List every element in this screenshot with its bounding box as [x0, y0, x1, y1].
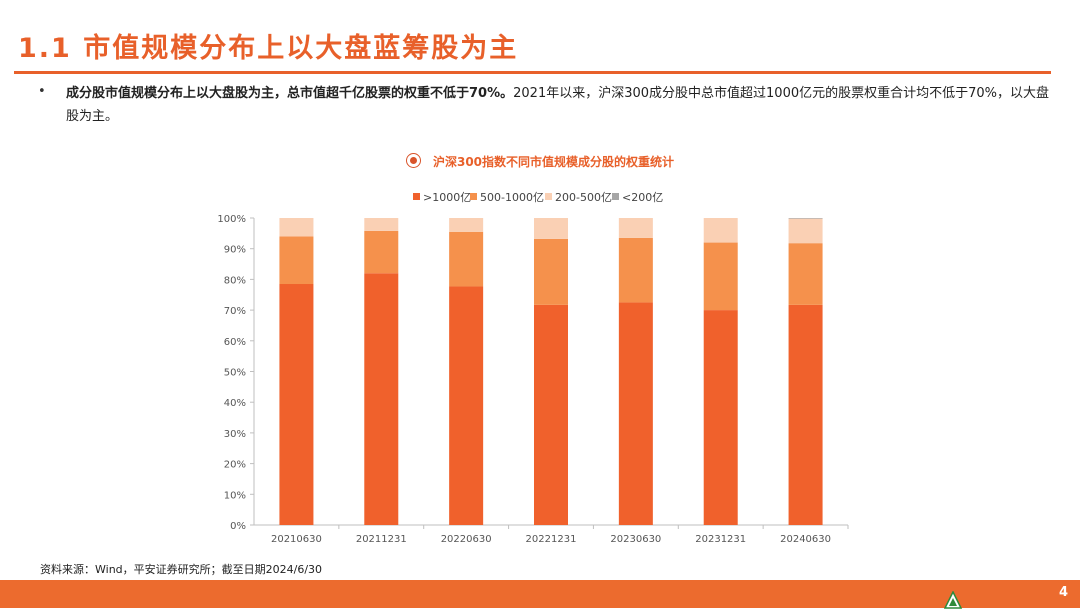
- bullet-paragraph: 成分股市值规模分布上以大盘股为主，总市值超千亿股票的权重不低于70%。2021年…: [66, 82, 1056, 128]
- legend-label: 500-1000亿: [480, 191, 544, 204]
- y-tick-label: 70%: [224, 306, 246, 317]
- bar-segment: [534, 218, 568, 239]
- x-tick-label: 20210630: [271, 534, 322, 545]
- legend-label: 200-500亿: [555, 191, 612, 204]
- x-tick-label: 20220630: [441, 534, 492, 545]
- target-icon: [405, 153, 421, 168]
- bar-segment: [618, 302, 653, 525]
- y-tick-label: 80%: [224, 275, 246, 286]
- bar-segment: [788, 243, 823, 305]
- y-tick-label: 90%: [224, 245, 246, 256]
- legend-label: >1000亿: [423, 191, 471, 204]
- bar-segment: [279, 284, 314, 525]
- y-tick-label: 40%: [224, 398, 246, 409]
- x-tick-label: 20221231: [526, 534, 577, 545]
- bar-segment: [279, 236, 314, 285]
- bar-segment: [534, 304, 568, 525]
- x-tick-label: 20240630: [780, 534, 831, 545]
- y-tick-label: 30%: [224, 429, 246, 440]
- bar-segment: [618, 237, 653, 303]
- legend-swatch: [545, 193, 552, 200]
- chart-title: 沪深300指数不同市值规模成分股的权重统计: [432, 155, 675, 169]
- bar-segment: [788, 304, 823, 525]
- y-tick-label: 10%: [224, 490, 246, 501]
- bar-segment: [788, 218, 823, 244]
- bullet-bold-text: 成分股市值规模分布上以大盘股为主，总市值超千亿股票的权重不低于70%。: [66, 86, 514, 101]
- bar-segment: [364, 273, 399, 525]
- bar-segment: [703, 242, 738, 311]
- bar-segment: [703, 218, 738, 243]
- y-tick-label: 60%: [224, 337, 246, 348]
- legend-swatch: [413, 193, 420, 200]
- bullet-body-text: 2021年以来，沪深300成分股中总市值超过1000亿元的股票权重合计均不低于7…: [66, 86, 1050, 124]
- bar-segment: [364, 230, 399, 274]
- page-number: 4: [1058, 585, 1068, 600]
- y-tick-label: 20%: [224, 460, 246, 471]
- y-tick-label: 100%: [217, 214, 246, 225]
- logo-icon: [944, 591, 962, 609]
- bar-segment: [788, 218, 823, 219]
- bar-segment: [449, 218, 484, 232]
- title-divider: [14, 71, 1051, 74]
- chart-header: 沪深300指数不同市值规模成分股的权重统计: [0, 153, 1080, 170]
- bar-segment: [449, 231, 484, 287]
- legend-swatch: [470, 193, 477, 200]
- bar-segment: [364, 218, 399, 231]
- legend-swatch: [612, 193, 619, 200]
- bar-segment: [618, 218, 653, 238]
- y-tick-label: 0%: [230, 521, 246, 532]
- bar-segment: [534, 238, 568, 305]
- bar-segment: [703, 310, 738, 525]
- x-tick-label: 20230630: [610, 534, 661, 545]
- page-title: 1.1 市值规模分布上以大盘蓝筹股为主: [18, 33, 519, 64]
- bar-segment: [449, 286, 484, 525]
- bar-segment: [279, 218, 314, 237]
- legend-label: <200亿: [622, 191, 663, 204]
- stacked-bar-chart: >1000亿 500-1000亿 200-500亿 <200亿 0% 10% 20% 30% 4…: [217, 191, 849, 545]
- footer-bar: [0, 580, 1080, 608]
- x-tick-label: 20231231: [695, 534, 746, 545]
- source-note: 资料来源：Wind，平安证券研究所；截至日期2024/6/30: [40, 563, 323, 576]
- y-tick-label: 50%: [224, 368, 246, 379]
- x-tick-label: 20211231: [356, 534, 407, 545]
- bullet-icon: •: [38, 84, 46, 99]
